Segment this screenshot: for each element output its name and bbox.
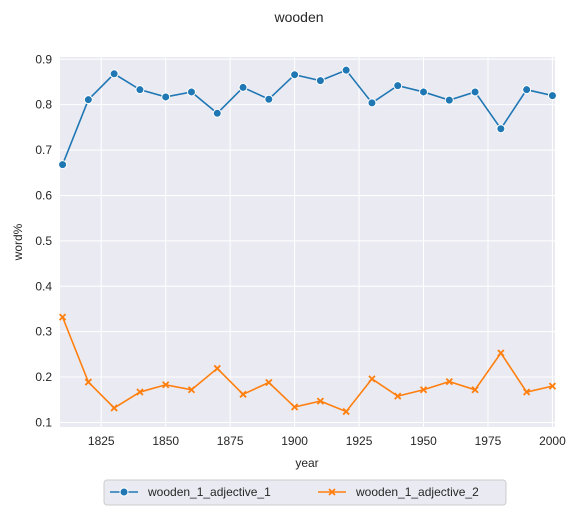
- x-marker-stroke: [471, 386, 479, 394]
- x-marker-stroke: [368, 375, 376, 383]
- series-wooden_1_adjective_2: [58, 313, 557, 416]
- data-point: [239, 390, 247, 398]
- data-point: [58, 160, 68, 170]
- x-marker-stroke: [239, 390, 247, 398]
- data-point: [84, 378, 92, 386]
- y-axis-ticks: 0.1 0.2 0.3 0.4 0.5 0.6 0.7 0.8 0.9: [35, 52, 52, 429]
- y-tick-label: 0.3: [35, 325, 52, 339]
- x-marker-stroke: [548, 382, 557, 390]
- grid-lines: [60, 57, 555, 427]
- y-tick-label: 0.9: [35, 52, 52, 66]
- x-marker-stroke: [497, 349, 505, 357]
- x-tick-label: 1825: [88, 434, 115, 448]
- x-marker-stroke: [58, 313, 67, 321]
- data-point: [265, 378, 273, 387]
- data-point: [444, 95, 454, 105]
- y-tick-label: 0.5: [35, 234, 52, 248]
- data-point: [548, 382, 557, 390]
- data-point: [186, 87, 196, 97]
- x-axis-label: year: [295, 456, 318, 470]
- x-marker-stroke: [316, 397, 325, 405]
- x-marker-stroke: [265, 378, 273, 387]
- data-point: [419, 87, 429, 97]
- x-marker-stroke: [187, 386, 196, 394]
- data-point: [522, 85, 532, 95]
- data-point: [394, 392, 402, 400]
- data-point: [212, 108, 222, 118]
- x-marker-stroke: [419, 386, 428, 394]
- x-tick-label: 1925: [346, 434, 373, 448]
- data-point: [419, 386, 428, 394]
- legend-label: wooden_1_adjective_1: [147, 485, 271, 499]
- legend-box: [103, 479, 507, 506]
- x-tick-label: 1875: [217, 434, 244, 448]
- y-tick-label: 0.6: [35, 188, 52, 202]
- series-lines: [58, 65, 557, 416]
- y-axis-label: word%: [11, 223, 25, 261]
- data-point: [162, 381, 170, 389]
- data-point: [264, 94, 274, 104]
- data-point: [341, 65, 351, 75]
- y-tick-label: 0.8: [35, 98, 52, 112]
- data-point: [547, 91, 557, 101]
- data-point: [58, 313, 67, 321]
- y-tick-label: 0.2: [35, 370, 52, 384]
- data-point: [316, 397, 325, 405]
- data-point: [290, 403, 299, 411]
- legend-item: wooden_1_adjective_2: [318, 485, 479, 499]
- x-marker-stroke: [328, 488, 336, 496]
- x-marker-stroke: [342, 407, 350, 416]
- data-point: [367, 98, 377, 108]
- series-wooden_1_adjective_1: [58, 65, 557, 170]
- legend-marker: [119, 487, 129, 497]
- x-marker-stroke: [110, 404, 118, 412]
- data-point: [470, 87, 480, 97]
- data-point: [368, 375, 376, 383]
- x-tick-label: 1900: [281, 434, 308, 448]
- x-tick-label: 1975: [475, 434, 502, 448]
- legend: wooden_1_adjective_1 wooden_1_adjective_2: [103, 479, 507, 506]
- y-tick-label: 0.4: [35, 279, 52, 293]
- x-marker-stroke: [394, 392, 402, 400]
- data-point: [187, 386, 196, 394]
- x-tick-label: 1950: [410, 434, 437, 448]
- data-point: [83, 95, 93, 105]
- x-tick-label: 1850: [152, 434, 179, 448]
- data-point: [110, 404, 118, 412]
- data-point: [471, 386, 479, 394]
- x-tick-label: 2000: [539, 434, 566, 448]
- data-point: [213, 364, 221, 373]
- x-marker-stroke: [290, 403, 299, 411]
- chart-title: wooden: [273, 9, 323, 25]
- data-point: [445, 377, 453, 386]
- legend-label: wooden_1_adjective_2: [355, 485, 479, 499]
- legend-marker: [328, 488, 336, 496]
- data-point: [238, 82, 248, 92]
- data-point: [523, 388, 531, 396]
- data-point: [496, 124, 506, 134]
- data-point: [290, 70, 300, 80]
- data-point: [135, 85, 145, 95]
- data-point: [393, 81, 403, 91]
- y-tick-label: 0.7: [35, 143, 52, 157]
- data-point: [497, 349, 505, 357]
- data-point: [342, 407, 350, 416]
- y-tick-label: 0.1: [35, 415, 52, 429]
- data-point: [136, 388, 144, 396]
- x-marker-stroke: [84, 378, 92, 386]
- series-line: [61, 316, 553, 413]
- x-marker-stroke: [136, 388, 144, 396]
- x-marker-stroke: [445, 377, 453, 386]
- data-point: [161, 92, 171, 102]
- x-marker-stroke: [213, 364, 221, 373]
- data-point: [315, 76, 325, 86]
- data-point: [109, 69, 119, 79]
- x-axis-ticks: 1825 1850 1875 1900 1925 1950 1975 2000: [88, 434, 566, 448]
- x-marker-stroke: [162, 381, 170, 389]
- plot-background: [60, 57, 555, 427]
- x-marker-stroke: [523, 388, 531, 396]
- legend-item: wooden_1_adjective_1: [110, 485, 271, 499]
